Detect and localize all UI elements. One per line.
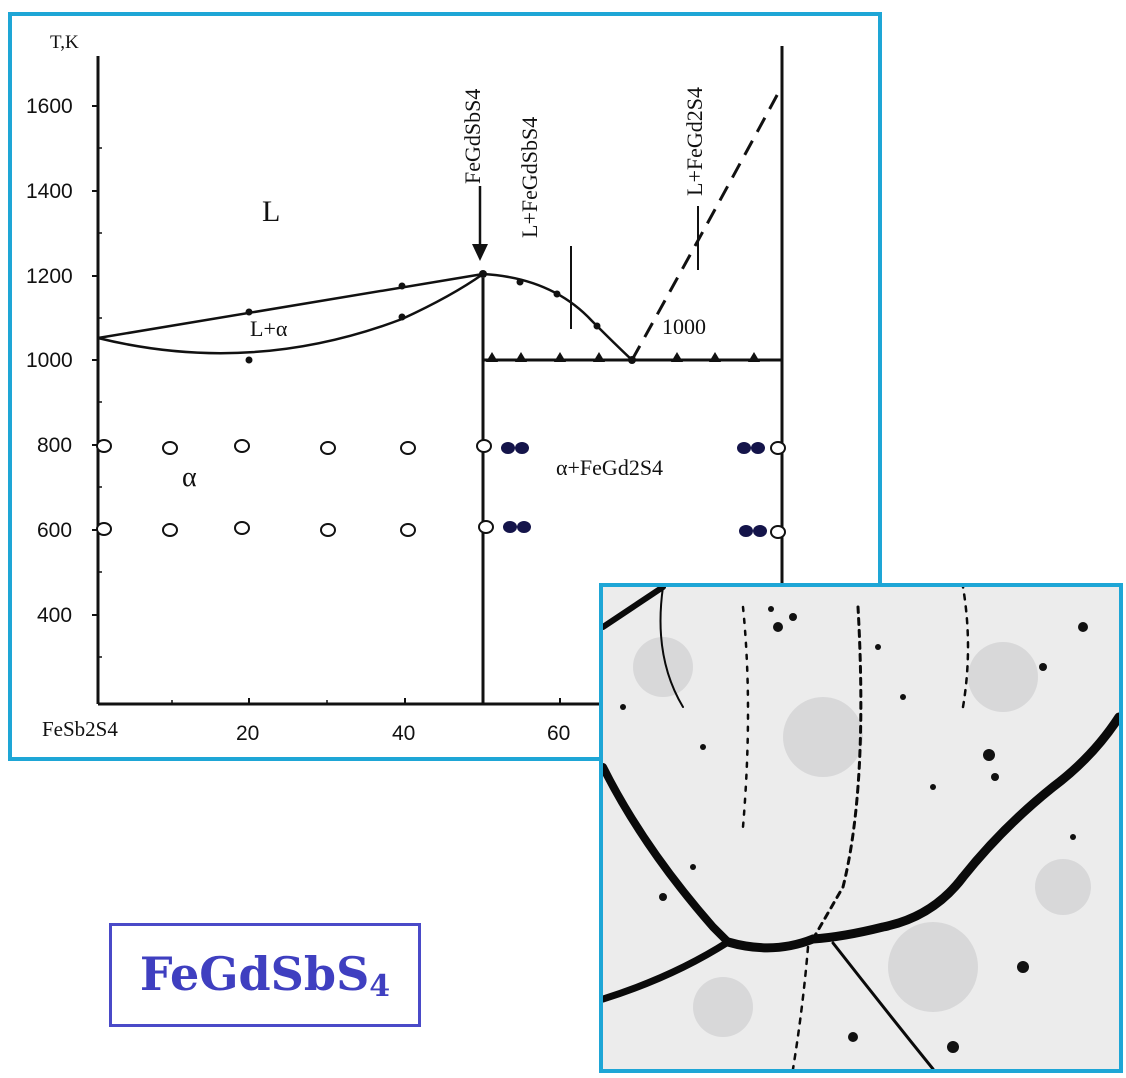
eutectic-triangles [486, 352, 760, 362]
l-fegdsbs4-label: L+FeGdSbS4 [517, 117, 542, 238]
y-tick-400: 400 [37, 604, 72, 627]
y-tick-800: 800 [37, 434, 72, 457]
liquidus-dashed-curve [630, 85, 784, 361]
y-tick-600: 600 [37, 519, 72, 542]
x-tick-20: 20 [236, 722, 259, 745]
phase-diagram-svg: 1600 1400 1200 1000 800 600 400 T,K FeSb… [26, 32, 786, 745]
fegdsbs4-label: FeGdSbS4 [460, 89, 485, 184]
open-circle-points [96, 439, 786, 539]
solidus-curve [97, 272, 484, 355]
phase-diagram: 1600 1400 1200 1000 800 600 400 T,K FeSb… [8, 12, 882, 761]
l-fegd2s4-label: L+FeGd2S4 [682, 87, 707, 196]
compound-label-box: FeGdSbS4 [109, 923, 421, 1027]
region-liquid-label: L [262, 195, 280, 228]
region-l-alpha-label: L+α [250, 316, 288, 341]
liquidus-upper-curve [97, 272, 484, 340]
y-tick-1200: 1200 [26, 265, 73, 288]
compound-arrow-head [472, 244, 488, 261]
compound-formula: FeGdSbS4 [140, 947, 390, 1004]
compound-formula-main: FeGdSbS [139, 946, 370, 1001]
region-alpha-fegd2s4-label: α+FeGd2S4 [556, 455, 663, 480]
region-alpha-label: α [182, 462, 197, 493]
x-tick-60: 60 [547, 722, 570, 745]
y-axis-label: T,K [50, 32, 79, 53]
liquidus-compound-curve [482, 272, 633, 361]
eutectic-temp-label: 1000 [662, 314, 706, 339]
filled-circle-points [501, 442, 767, 537]
y-tick-1600: 1600 [26, 95, 73, 118]
compound-formula-subscript: 4 [369, 968, 391, 1004]
x-tick-40: 40 [392, 722, 415, 745]
y-ticks [92, 105, 102, 658]
y-tick-1400: 1400 [26, 180, 73, 203]
micrograph-panel [599, 583, 1123, 1073]
y-tick-1000: 1000 [26, 349, 73, 372]
measured-points [245, 270, 636, 364]
x-tick-fesb2s4: FeSb2S4 [42, 717, 118, 741]
micrograph-image [603, 587, 1119, 1069]
